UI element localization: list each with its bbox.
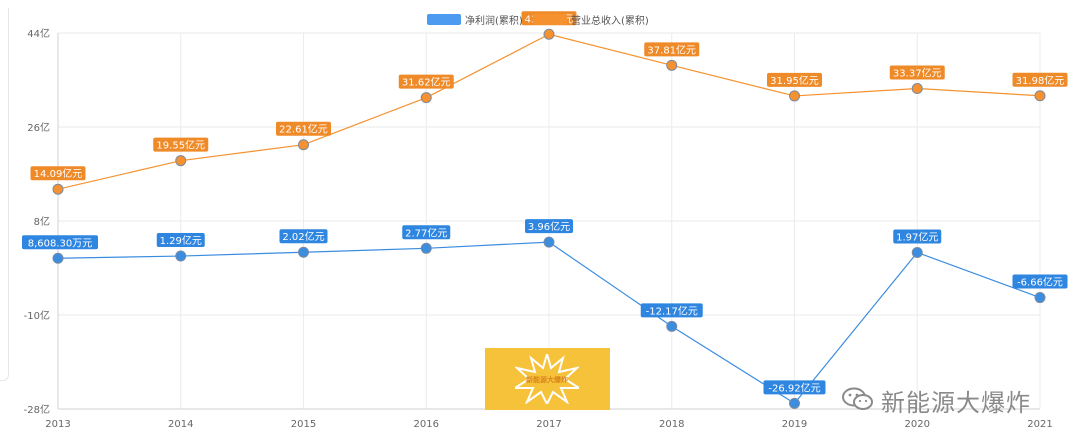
data-label: 37.81亿元 [647, 43, 696, 56]
data-label: 14.09亿元 [34, 167, 83, 180]
data-label-bg [1012, 274, 1068, 289]
data-label: 3.96亿元 [528, 220, 570, 233]
data-point [52, 183, 64, 195]
data-label: -6.66亿元 [1017, 276, 1063, 289]
data-label-bg [153, 137, 209, 152]
y-tick-label: 8亿 [34, 215, 50, 228]
data-point [298, 246, 309, 258]
data-point [543, 28, 555, 40]
data-label-bg [156, 233, 205, 248]
data-label: 1.97亿元 [896, 230, 938, 243]
legend-item-net-profit[interactable]: 净利润(累积) [427, 12, 523, 27]
data-label: 31.98亿元 [1016, 74, 1065, 87]
data-label-bg [276, 121, 331, 136]
data-label: 8,608.30万元 [28, 238, 93, 249]
data-label-bg [402, 225, 451, 240]
brand-logo: 新能源大爆炸 [485, 348, 610, 410]
data-label: 2.02亿元 [282, 230, 324, 243]
data-label: 1.29亿元 [160, 234, 202, 247]
logo-text: 新能源大爆炸 [526, 376, 568, 384]
data-label-bg [644, 42, 700, 57]
data-label: 19.55亿元 [156, 139, 205, 152]
y-tick-label: -10亿 [24, 309, 50, 322]
legend-swatch-net-profit [427, 14, 461, 25]
x-tick-label: 2019 [782, 419, 807, 430]
y-tick-label: -28亿 [24, 403, 50, 416]
data-label-bg [22, 235, 98, 250]
starburst-logo-icon [515, 354, 579, 404]
legend-label-revenue: 营业总收入(累积) [571, 16, 649, 27]
data-label-bg [398, 74, 454, 89]
data-label-bg [889, 65, 945, 80]
data-label: 31.95亿元 [770, 74, 819, 87]
data-point [420, 242, 432, 254]
x-tick-label: 2020 [905, 419, 930, 430]
data-point [420, 92, 432, 104]
x-tick-label: 2013 [45, 419, 70, 430]
data-label-bg [525, 219, 573, 234]
data-point [911, 83, 923, 95]
x-tick-label: 2018 [659, 419, 684, 430]
legend-swatch-revenue [533, 14, 567, 25]
x-tick-label: 2021 [1027, 419, 1052, 430]
x-tick-label: 2017 [536, 419, 561, 430]
x-tick-label: 2014 [168, 419, 193, 430]
data-label: 33.37亿元 [893, 67, 942, 80]
data-point [1034, 90, 1046, 102]
data-point [298, 139, 309, 151]
data-point [911, 246, 923, 258]
x-tick-label: 2015 [291, 419, 316, 430]
data-label: -26.92亿元 [768, 381, 820, 394]
data-label-bg [893, 229, 942, 244]
data-point [789, 397, 800, 409]
y-tick-label: 44亿 [27, 27, 50, 40]
data-label: 2.77亿元 [405, 226, 447, 239]
data-point [666, 320, 678, 332]
data-label-bg [767, 72, 822, 87]
data-label: 31.62亿元 [402, 76, 451, 89]
data-label-bg [763, 380, 826, 395]
data-label-bg [30, 166, 86, 181]
data-label-bg [279, 229, 328, 244]
data-point [52, 252, 64, 264]
data-point [789, 90, 800, 102]
wechat-icon [842, 387, 873, 410]
x-tick-label: 2016 [414, 419, 439, 430]
y-tick-label: 26亿 [27, 121, 50, 134]
data-label: -12.17亿元 [646, 304, 698, 317]
data-point [175, 155, 187, 167]
data-label-bg [1012, 72, 1068, 87]
data-point [1034, 292, 1046, 304]
watermark-text: 新能源大爆炸 [881, 389, 1031, 417]
data-label-bg [640, 303, 703, 318]
data-point [175, 250, 187, 262]
legend-label-net-profit: 净利润(累积) [465, 16, 523, 27]
left-panel-edge [0, 8, 9, 381]
data-point [666, 59, 678, 71]
data-label: 22.61亿元 [279, 123, 328, 136]
watermark: 新能源大爆炸 [842, 383, 1030, 418]
legend-item-revenue[interactable]: 营业总收入(累积) [533, 12, 649, 27]
data-point [543, 236, 555, 248]
